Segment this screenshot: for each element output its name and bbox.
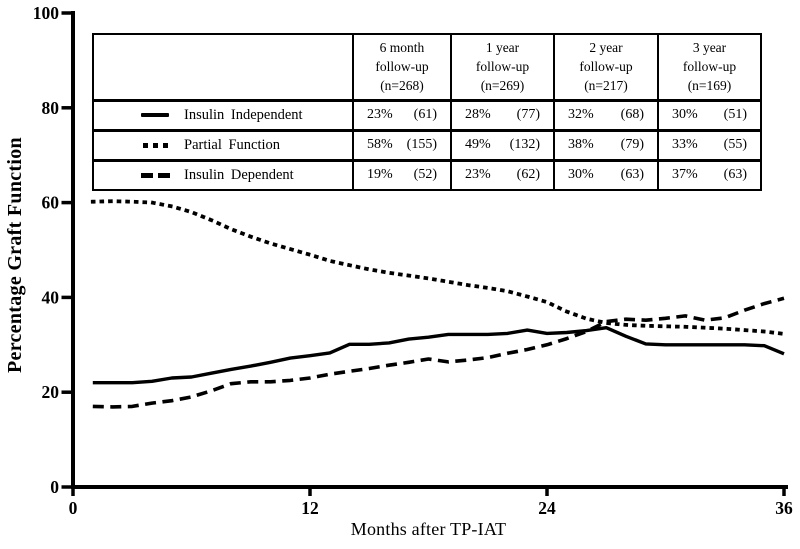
dotted-line-swatch-icon bbox=[140, 142, 170, 148]
count-value: (61) bbox=[413, 107, 437, 122]
count-value: (63) bbox=[723, 167, 747, 183]
legend-table-row: Partial Function 58% (155) 49% (132) 38% (79) 3… bbox=[92, 128, 762, 161]
count-value: (79) bbox=[620, 137, 644, 152]
y-tick-label: 40 bbox=[42, 287, 60, 307]
series-legend-cell: Insulin Independent bbox=[92, 98, 354, 131]
y-tick-label: 20 bbox=[42, 382, 60, 402]
stat-value-cell: 58% (155) bbox=[352, 128, 452, 161]
followup-header-cell: 3 year follow-up (n=169) bbox=[657, 33, 762, 101]
stat-value-cell: 38% (79) bbox=[553, 128, 659, 161]
y-tick-label: 100 bbox=[33, 3, 60, 23]
legend-table-header-row: 6 month follow-up (n=268) 1 year follow-up (n… bbox=[92, 33, 762, 101]
legend-table-row: Insulin Dependent 19% (52) 23% (62) 30% (63) 37… bbox=[92, 158, 762, 191]
count-value: (55) bbox=[723, 137, 747, 152]
x-tick-label: 24 bbox=[538, 498, 556, 518]
series-label: Insulin Dependent bbox=[184, 166, 294, 183]
legend-table-corner-cell bbox=[92, 33, 354, 101]
insulin-dependent-line bbox=[92, 296, 785, 409]
y-tick-label: 60 bbox=[42, 193, 60, 213]
series-legend-cell: Insulin Dependent bbox=[92, 158, 354, 191]
stat-value-cell: 23% (62) bbox=[450, 158, 555, 191]
count-value: (132) bbox=[509, 137, 540, 152]
insulin-independent-line bbox=[92, 326, 785, 385]
count-value: (68) bbox=[620, 107, 644, 122]
percent-value: 23% bbox=[465, 167, 491, 183]
y-tick-label: 0 bbox=[50, 477, 59, 497]
percent-value: 28% bbox=[465, 107, 491, 122]
stat-value-cell: 30% (51) bbox=[657, 98, 762, 131]
x-tick-label: 36 bbox=[775, 498, 793, 518]
stat-value-cell: 32% (68) bbox=[553, 98, 659, 131]
percent-value: 30% bbox=[672, 107, 698, 122]
legend-stats-table: 6 month follow-up (n=268) 1 year follow-up (n… bbox=[92, 33, 762, 191]
legend-table-row: Insulin Independent 23% (61) 28% (77) 32% (68)… bbox=[92, 98, 762, 131]
percent-value: 38% bbox=[568, 137, 594, 152]
stat-value-cell: 28% (77) bbox=[450, 98, 555, 131]
count-value: (63) bbox=[620, 167, 644, 183]
count-value: (155) bbox=[406, 137, 437, 152]
percent-value: 30% bbox=[568, 167, 594, 183]
series-legend-cell: Partial Function bbox=[92, 128, 354, 161]
y-axis-title: Percentage Graft Function bbox=[4, 137, 26, 373]
y-tick-label: 80 bbox=[42, 98, 60, 118]
count-value: (52) bbox=[413, 167, 437, 183]
followup-header-cell: 1 year follow-up (n=269) bbox=[450, 33, 555, 101]
percent-value: 32% bbox=[568, 107, 594, 122]
dashed-line-swatch-icon bbox=[140, 173, 170, 178]
x-axis-title: Months after TP-IAT bbox=[350, 519, 507, 539]
stat-value-cell: 30% (63) bbox=[553, 158, 659, 191]
stat-value-cell: 37% (63) bbox=[657, 158, 762, 191]
solid-line-swatch-icon bbox=[140, 112, 170, 118]
x-tick-label: 12 bbox=[301, 498, 319, 518]
count-value: (77) bbox=[516, 107, 540, 122]
percent-value: 58% bbox=[367, 137, 393, 152]
percent-value: 33% bbox=[672, 137, 698, 152]
followup-header-cell: 6 month follow-up (n=268) bbox=[352, 33, 452, 101]
stat-value-cell: 49% (132) bbox=[450, 128, 555, 161]
stat-value-cell: 19% (52) bbox=[352, 158, 452, 191]
x-tick-label: 0 bbox=[69, 498, 78, 518]
stat-value-cell: 23% (61) bbox=[352, 98, 452, 131]
count-value: (62) bbox=[516, 167, 540, 183]
percent-value: 23% bbox=[367, 107, 393, 122]
series-label: Partial Function bbox=[184, 136, 281, 153]
stat-value-cell: 33% (55) bbox=[657, 128, 762, 161]
series-label: Insulin Independent bbox=[184, 106, 303, 123]
percent-value: 49% bbox=[465, 137, 491, 152]
followup-header-cell: 2 year follow-up (n=217) bbox=[553, 33, 659, 101]
count-value: (51) bbox=[723, 107, 747, 122]
percent-value: 19% bbox=[367, 167, 393, 183]
partial-function-line bbox=[90, 199, 787, 337]
percent-value: 37% bbox=[672, 167, 698, 183]
